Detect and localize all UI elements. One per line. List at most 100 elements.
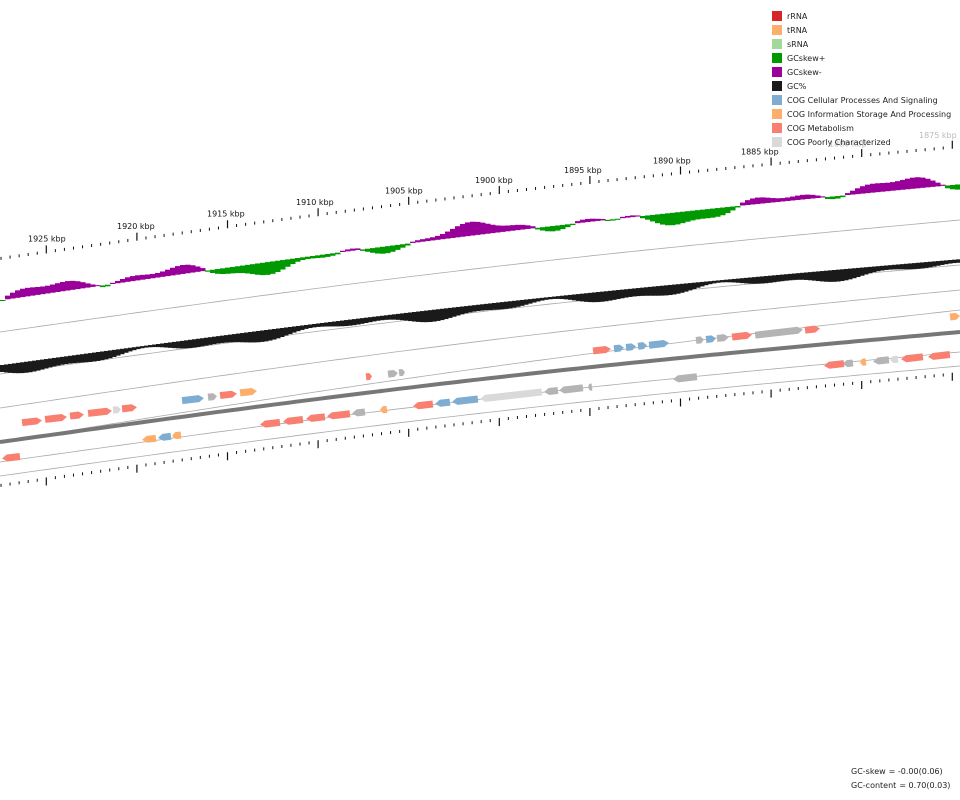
gc-skew-positive-bar xyxy=(310,256,316,259)
gc-skew-positive-bar xyxy=(540,227,546,231)
gc-skew-positive-bar xyxy=(950,184,956,190)
gc-content-bar xyxy=(756,276,761,284)
gc-skew-negative-bar xyxy=(595,218,601,221)
gc-content-bar xyxy=(336,321,341,327)
gc-content-bar xyxy=(184,340,189,349)
gc-skew-negative-bar xyxy=(915,177,921,189)
gc-skew-negative-bar xyxy=(110,282,116,284)
gc-content-bar xyxy=(468,305,473,313)
gc-skew-negative-bar xyxy=(175,266,181,275)
gc-content-bar xyxy=(136,346,141,350)
gc-content-bar xyxy=(284,327,289,336)
gc-content-bar xyxy=(352,319,357,326)
gc-skew-negative-bar xyxy=(760,197,766,204)
gene-arrow-reverse xyxy=(306,413,326,422)
gc-skew-positive-bar xyxy=(675,212,681,225)
gc-skew-negative-bar xyxy=(585,218,591,223)
gc-content-bar xyxy=(12,363,17,374)
gc-content-value: = 0.70(0.03) xyxy=(899,781,951,790)
gc-skew-positive-bar xyxy=(605,219,611,221)
gc-content-bar xyxy=(52,357,57,367)
gc-content-bar xyxy=(68,355,73,364)
gc-content-bar xyxy=(460,306,465,315)
gene-arrow-forward xyxy=(648,340,669,349)
gc-skew-negative-bar xyxy=(810,194,816,199)
gc-content-bar xyxy=(676,284,681,294)
gc-content-bar xyxy=(248,332,253,343)
gc-content-bar xyxy=(904,263,909,270)
gc-skew-negative-bar xyxy=(530,226,536,229)
gc-content-bar xyxy=(828,270,833,282)
gc-content-bar xyxy=(484,303,489,311)
gc-content-bar xyxy=(236,333,241,343)
gc-skew-negative-bar xyxy=(130,276,136,282)
gc-skew-positive-bar xyxy=(835,196,841,199)
gc-content-bar xyxy=(924,262,929,268)
gene-arrow-forward xyxy=(705,335,716,343)
gc-content-bar xyxy=(940,260,945,265)
gc-skew-negative-bar xyxy=(135,275,141,281)
gc-content-bar xyxy=(120,348,125,355)
gc-skew-negative-bar xyxy=(80,282,86,289)
gc-skew-negative-bar xyxy=(895,181,901,191)
gc-content-bar xyxy=(696,282,701,288)
kbp-scale-label: 1895 kbp xyxy=(564,166,602,175)
gc-skew-negative-bar xyxy=(880,183,886,192)
gc-content-bar xyxy=(472,305,477,312)
gc-content-bar xyxy=(824,270,829,282)
gc-content-bar xyxy=(688,283,693,291)
legend-swatch xyxy=(772,109,782,119)
gc-content-bar xyxy=(584,293,589,302)
gc-skew-negative-bar xyxy=(845,193,851,196)
gc-content-bar xyxy=(524,299,529,305)
gc-content-bar xyxy=(48,358,53,368)
gc-content-bar xyxy=(648,286,653,296)
legend-item-gcskew-minus: GCskew- xyxy=(772,65,958,79)
kbp-scale-label: 1880 kbp xyxy=(829,139,867,148)
gc-content-bar xyxy=(24,361,29,373)
gc-content-bar xyxy=(656,286,661,296)
gene-arrow-reverse xyxy=(452,395,479,405)
gc-content-bar xyxy=(416,311,421,322)
gc-content-bar xyxy=(492,302,497,310)
gc-skew-negative-bar xyxy=(95,285,101,287)
gc-skew-negative-bar xyxy=(930,180,936,187)
gc-skew-negative-bar xyxy=(410,241,416,243)
gc-content-bar xyxy=(328,322,333,327)
gene-arrow-reverse xyxy=(142,434,157,443)
gc-content-bar xyxy=(920,262,925,269)
legend-label: rRNA xyxy=(787,11,808,21)
gc-skew-negative-bar xyxy=(435,235,441,240)
track-ring xyxy=(0,351,960,463)
gc-skew-negative-bar xyxy=(520,224,526,230)
gene-arrow-reverse xyxy=(824,360,845,369)
gc-skew-negative-bar xyxy=(785,197,791,201)
gene-arrow-reverse xyxy=(588,383,593,391)
gc-content-bar xyxy=(860,267,865,276)
gene-arrow-forward xyxy=(121,404,137,413)
gc-content-bar xyxy=(196,338,201,348)
gc-content-bar xyxy=(684,283,689,292)
gc-content-bar xyxy=(596,292,601,303)
gc-skew-negative-bar xyxy=(155,272,161,278)
gc-content-bar xyxy=(212,336,217,345)
gc-skew-positive-bar xyxy=(700,209,706,219)
gc-skew-positive-bar xyxy=(295,258,301,262)
gc-skew-negative-bar xyxy=(620,216,626,219)
gc-skew-positive-bar xyxy=(365,248,371,252)
gc-content-bar xyxy=(16,362,21,374)
gene-arrow-reverse xyxy=(480,388,543,402)
gc-skew-positive-bar xyxy=(245,264,251,274)
gc-skew-positive-bar xyxy=(290,258,296,265)
gc-skew-positive-bar xyxy=(565,224,571,228)
gc-content-bar xyxy=(72,355,77,364)
gene-arrow-reverse xyxy=(435,398,451,407)
gc-skew-negative-bar xyxy=(340,250,346,253)
gc-content-bar xyxy=(100,351,105,361)
gc-content-bar xyxy=(268,329,273,341)
gene-arrow-reverse xyxy=(559,384,584,394)
gc-skew-positive-bar xyxy=(665,213,671,226)
legend-label: tRNA xyxy=(787,25,808,35)
gene-arrow-forward xyxy=(625,343,636,351)
gc-content-bar xyxy=(572,294,577,301)
